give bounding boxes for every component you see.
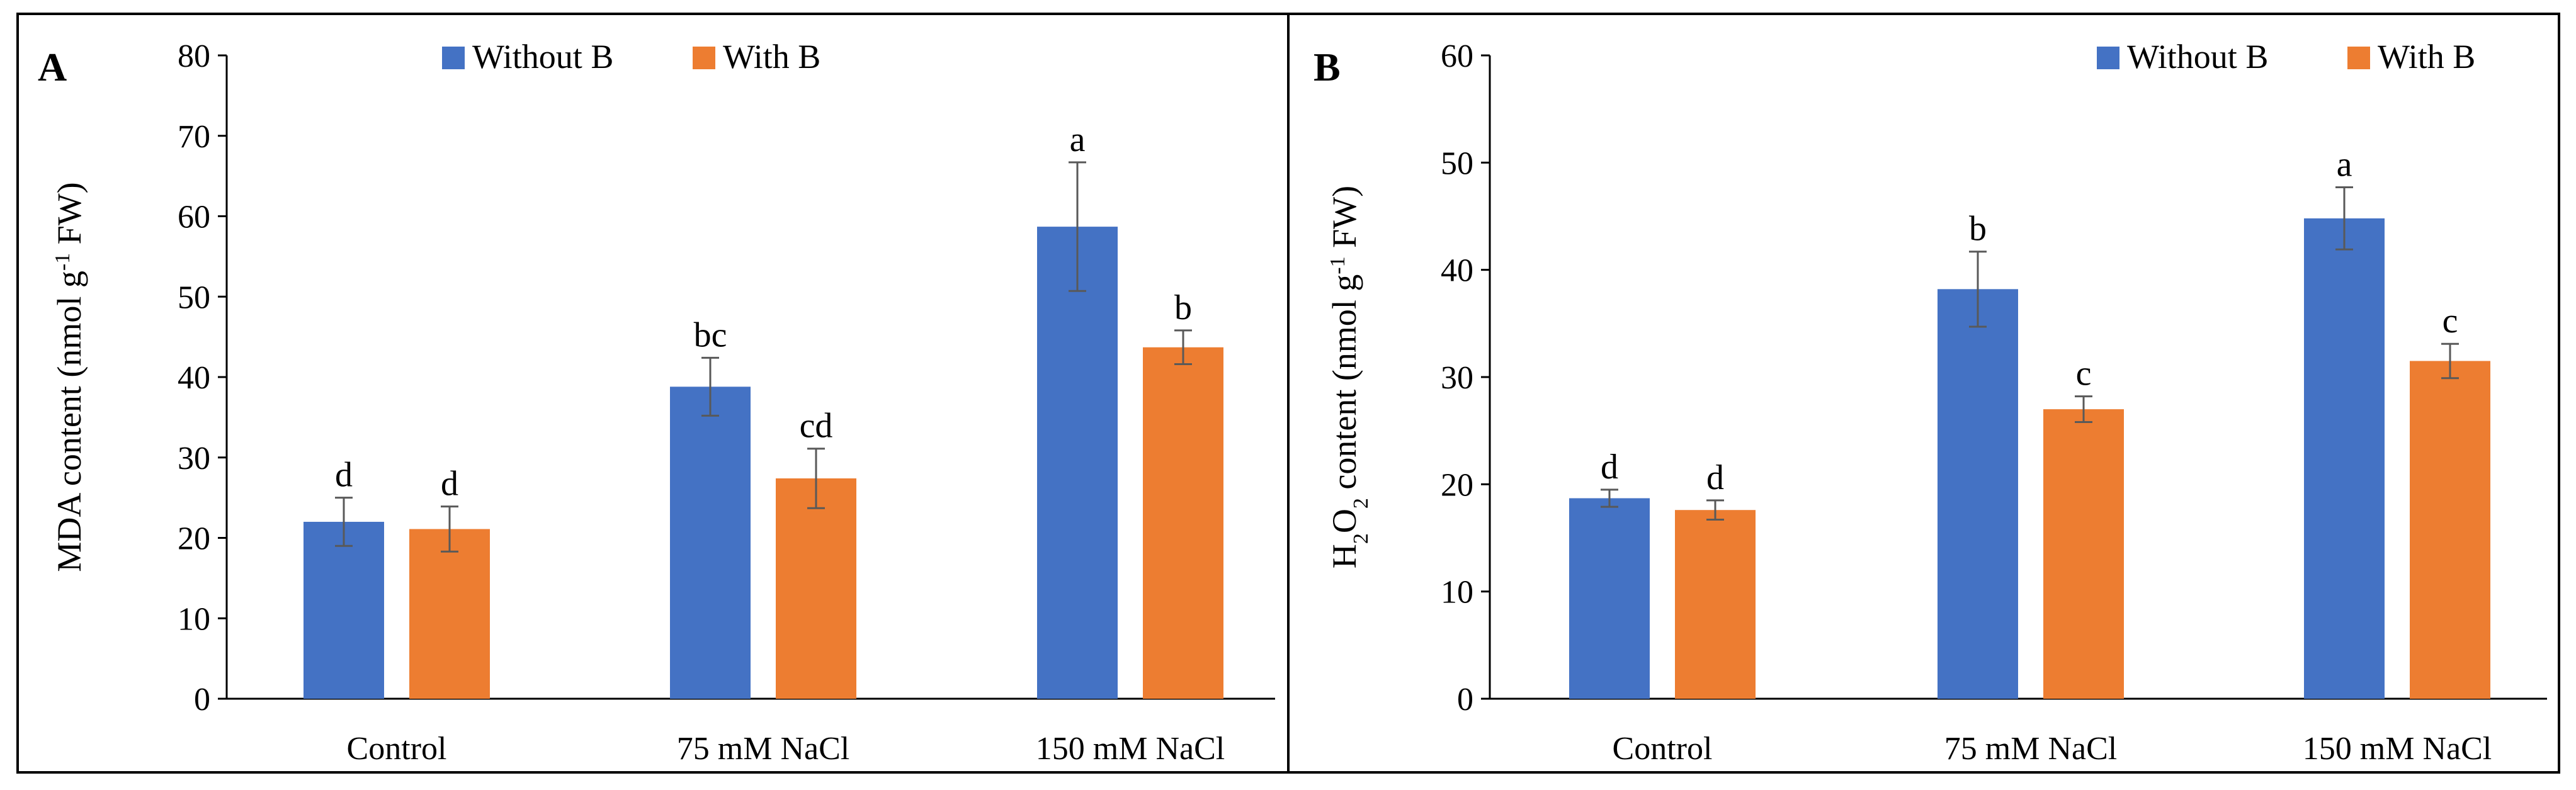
legend-swatch: [442, 47, 465, 69]
y-tick-label: 30: [178, 441, 210, 477]
legend-label: Without B: [2127, 38, 2268, 76]
legend: Without B With B: [442, 38, 820, 76]
legend-swatch: [693, 47, 715, 69]
y-axis-title-text: FW): [50, 182, 88, 252]
y-tick-label: 20: [178, 521, 210, 557]
y-axis-title-text: H: [1325, 544, 1363, 568]
panel-label: B: [1314, 45, 1341, 89]
x-tick-label: 75 mM NaCl: [677, 731, 849, 767]
bar: [2043, 409, 2124, 699]
y-tick-label: 60: [178, 200, 210, 235]
y-tick-label: 10: [178, 601, 210, 637]
panel-label: A: [38, 45, 67, 89]
significance-letter: b: [1969, 210, 1987, 249]
legend-label: Without B: [472, 38, 613, 76]
x-tick-label: 75 mM NaCl: [1944, 731, 2117, 767]
legend-swatch: [2097, 47, 2119, 69]
bar: [670, 387, 751, 699]
y-tick-label: 40: [178, 360, 210, 396]
y-tick-label: 0: [1457, 682, 1473, 718]
significance-letter: d: [441, 465, 458, 504]
significance-letter: bc: [694, 315, 727, 354]
panel-a: A 0 10 20 30 40 50 60 70 80 Control 75 mM NaCl 150 m…: [38, 38, 1275, 767]
y-tick-label: 60: [1441, 38, 1473, 74]
legend-label: With B: [2378, 38, 2475, 76]
significance-letter: a: [1070, 120, 1086, 159]
y-axis-title-text: MDA content (nmol g: [50, 271, 88, 572]
y-axis-title-sub: 2: [1349, 498, 1373, 509]
bar: [304, 521, 384, 699]
y-tick-label: 50: [1441, 145, 1473, 181]
y-axis-title: MDA content (nmol g-1 FW): [50, 182, 88, 572]
y-axis-title-sub: 2: [1349, 533, 1373, 544]
y-axis-title-text: O: [1325, 509, 1363, 533]
y-tick-label: 40: [1441, 253, 1473, 289]
y-tick-label: 80: [178, 38, 210, 74]
y-tick-label: 20: [1441, 467, 1473, 503]
x-tick-label: Control: [347, 731, 447, 767]
x-tick-label: 150 mM NaCl: [2303, 731, 2492, 767]
significance-letter: b: [1174, 288, 1192, 327]
panel-b-frame: [1287, 13, 2560, 774]
y-axis-title-sup: -1: [51, 253, 74, 271]
panel-b: B 0 10 20 30 40 50 60 Control 75 mM NaCl 150 mM Na…: [1314, 38, 2547, 767]
bar: [776, 478, 856, 699]
y-tick-label: 10: [1441, 575, 1473, 611]
y-axis-title-sup: -1: [1326, 256, 1349, 274]
bar: [1143, 347, 1223, 699]
significance-letter: d: [1601, 448, 1618, 487]
y-axis-title: H2O2 content (nmol g-1 FW): [1325, 186, 1373, 568]
legend: Without B With B: [2097, 38, 2475, 76]
significance-letter: c: [2076, 354, 2092, 393]
x-tick-label: Control: [1613, 731, 1713, 767]
y-tick-label: 50: [178, 279, 210, 315]
bar: [1569, 498, 1650, 699]
bar: [2410, 361, 2490, 699]
y-tick-label: 30: [1441, 360, 1473, 396]
bar: [2304, 218, 2385, 699]
legend-label: With B: [723, 38, 820, 76]
bar: [1037, 227, 1118, 699]
significance-letter: c: [2443, 302, 2458, 341]
significance-letter: a: [2337, 145, 2352, 184]
legend-swatch: [2347, 47, 2370, 69]
significance-letter: d: [335, 456, 353, 495]
bar: [1675, 510, 1756, 699]
y-tick-label: 70: [178, 119, 210, 155]
x-tick-label: 150 mM NaCl: [1036, 731, 1225, 767]
bar: [1938, 289, 2018, 699]
y-axis-title-text: FW): [1325, 186, 1363, 256]
significance-letter: cd: [800, 407, 833, 446]
significance-letter: d: [1706, 458, 1724, 497]
y-tick-label: 0: [194, 682, 210, 718]
bar: [409, 529, 490, 699]
y-axis-title-text: content (nmol g: [1325, 274, 1363, 498]
